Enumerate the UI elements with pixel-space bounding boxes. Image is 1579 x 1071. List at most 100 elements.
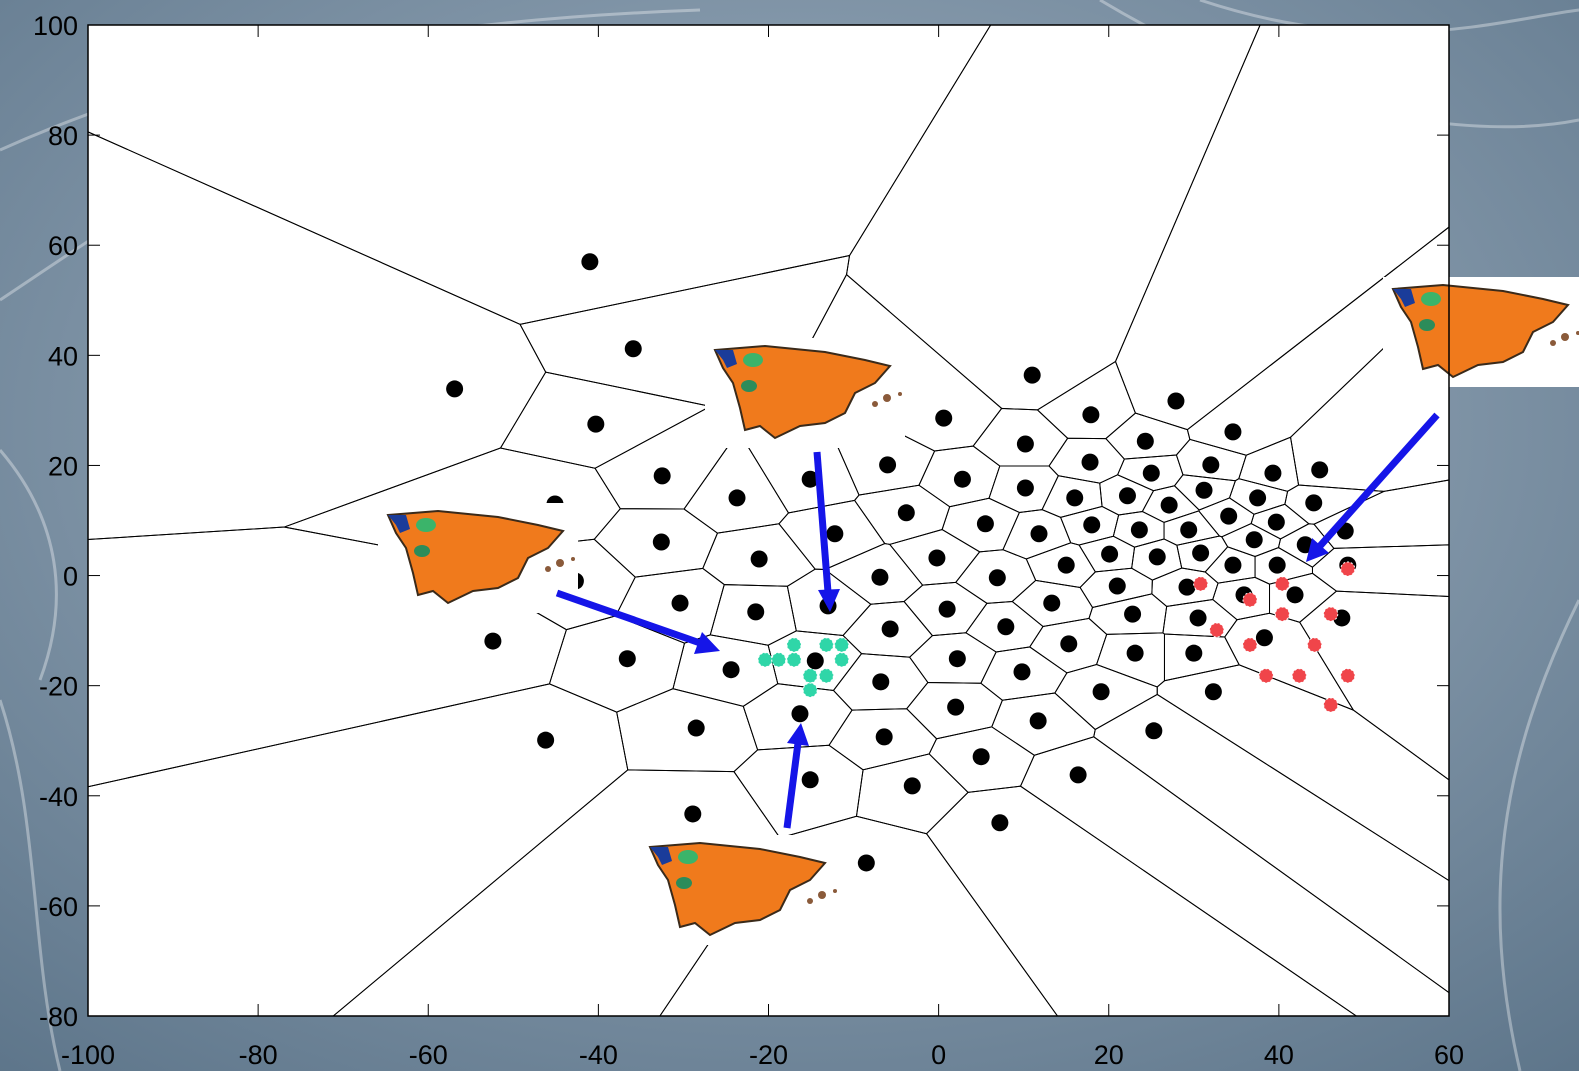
point (1249, 489, 1266, 506)
point (758, 653, 772, 667)
point (1205, 683, 1222, 700)
point (1268, 514, 1285, 531)
point (1308, 638, 1322, 652)
point (1196, 482, 1213, 499)
point (835, 653, 849, 667)
point (1070, 766, 1087, 783)
point (977, 515, 994, 532)
point (1066, 489, 1083, 506)
x-tick-label: 20 (1094, 1040, 1124, 1070)
x-tick-label: -60 (409, 1040, 448, 1070)
point (1024, 367, 1041, 384)
point (1137, 433, 1154, 450)
x-tick-label: -20 (749, 1040, 788, 1070)
point (1287, 586, 1304, 603)
point (1082, 454, 1099, 471)
y-tick-label: -40 (39, 782, 78, 812)
point (1224, 557, 1241, 574)
point (791, 705, 808, 722)
point (625, 340, 642, 357)
x-tick-label: 0 (931, 1040, 946, 1070)
point (1043, 595, 1060, 612)
point (1305, 494, 1322, 511)
point (654, 467, 671, 484)
point (787, 653, 801, 667)
point (1292, 669, 1306, 683)
point (858, 854, 875, 871)
point (1124, 606, 1141, 623)
point (835, 638, 849, 652)
point (1017, 435, 1034, 452)
y-tick-label: -20 (39, 672, 78, 702)
point (802, 771, 819, 788)
map-image (1383, 277, 1579, 387)
point (537, 732, 554, 749)
point (1185, 645, 1202, 662)
point (939, 601, 956, 618)
page: {"chart_data": {"type": "scatter", "xlim… (0, 0, 1579, 1071)
point (587, 416, 604, 433)
point (1269, 557, 1286, 574)
point (1127, 645, 1144, 662)
point (1220, 508, 1237, 525)
point (1149, 548, 1166, 565)
y-tick-label: -60 (39, 892, 78, 922)
point (581, 253, 598, 270)
x-tick-label: 40 (1264, 1040, 1294, 1070)
point (1180, 521, 1197, 538)
x-tick-label: -80 (239, 1040, 278, 1070)
point (1109, 578, 1126, 595)
point (989, 569, 1006, 586)
point (935, 410, 952, 427)
point (1256, 629, 1273, 646)
point (723, 661, 740, 678)
y-tick-label: 60 (48, 231, 78, 261)
x-tick-label: -40 (579, 1040, 618, 1070)
point (1341, 562, 1355, 576)
point (729, 489, 746, 506)
point (772, 653, 786, 667)
point (882, 620, 899, 637)
y-tick-label: 80 (48, 121, 78, 151)
point (1194, 577, 1208, 591)
point (1190, 609, 1207, 626)
map-image (640, 835, 840, 945)
point (684, 805, 701, 822)
point (872, 673, 889, 690)
point (819, 669, 833, 683)
point (1161, 497, 1178, 514)
point (879, 456, 896, 473)
y-tick-label: -80 (39, 1002, 78, 1032)
point (787, 638, 801, 652)
point (672, 595, 689, 612)
point (997, 618, 1014, 635)
point (904, 777, 921, 794)
point (619, 650, 636, 667)
point (947, 699, 964, 716)
y-tick-label: 0 (63, 562, 78, 592)
point (1210, 623, 1224, 637)
point (747, 603, 764, 620)
point (954, 471, 971, 488)
point (484, 633, 501, 650)
point (1030, 712, 1047, 729)
point (819, 638, 833, 652)
point (1145, 722, 1162, 739)
point (949, 650, 966, 667)
point (751, 551, 768, 568)
y-tick-label: 40 (48, 341, 78, 371)
point (1058, 557, 1075, 574)
point (1275, 577, 1289, 591)
point (803, 683, 817, 697)
point (1259, 669, 1273, 683)
x-tick-label: -100 (61, 1040, 115, 1070)
point (1192, 544, 1209, 561)
point (1017, 480, 1034, 497)
point (1275, 607, 1289, 621)
point (1341, 669, 1355, 683)
x-tick-label: 60 (1434, 1040, 1464, 1070)
point (928, 549, 945, 566)
point (1013, 663, 1030, 680)
point (803, 669, 817, 683)
point (446, 380, 463, 397)
